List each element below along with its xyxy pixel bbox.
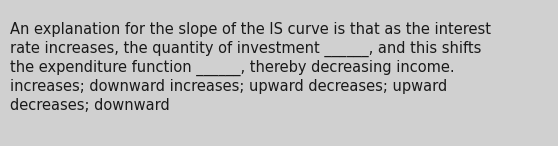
Text: rate increases, the quantity of investment ______, and this shifts: rate increases, the quantity of investme… — [10, 41, 482, 57]
Text: An explanation for the slope of the IS curve is that as the interest: An explanation for the slope of the IS c… — [10, 22, 491, 37]
Text: the expenditure function ______, thereby decreasing income.: the expenditure function ______, thereby… — [10, 60, 455, 76]
Text: decreases; downward: decreases; downward — [10, 98, 170, 113]
Text: increases; downward increases; upward decreases; upward: increases; downward increases; upward de… — [10, 79, 448, 94]
